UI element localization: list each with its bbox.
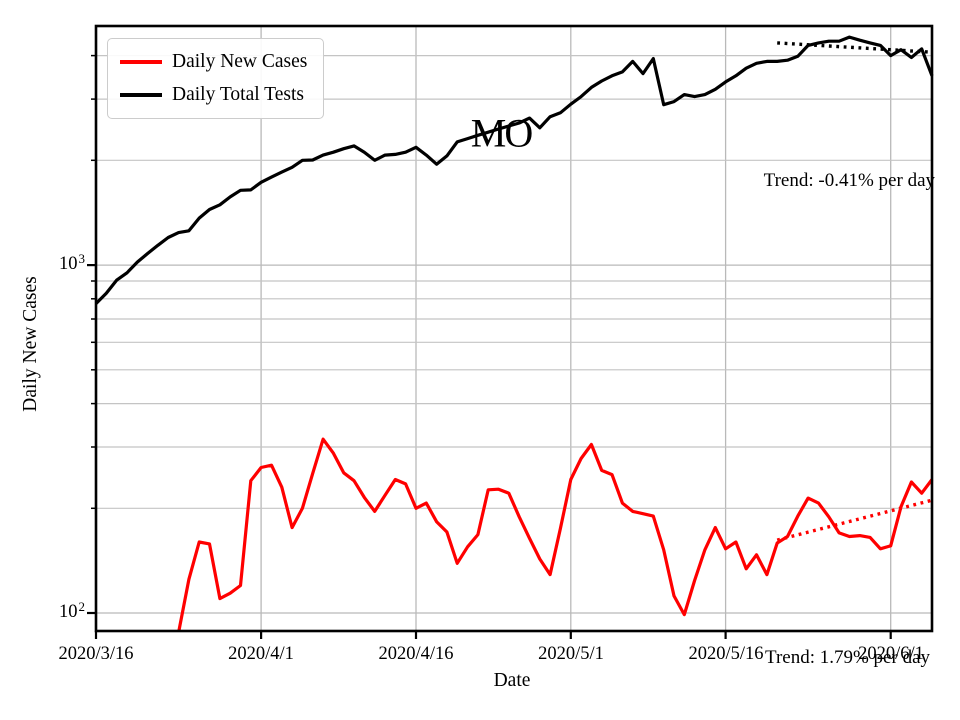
x-tick-label: 2020/4/16 — [378, 644, 454, 664]
x-tick-label: 2020/5/1 — [538, 644, 604, 664]
legend-line-sample-black — [120, 93, 162, 97]
x-tick-label: 2020/5/16 — [688, 644, 764, 664]
y-tick-label-1000: 103 — [59, 251, 85, 275]
trend-line-1 — [776, 498, 933, 542]
legend-label: Daily Total Tests — [172, 84, 304, 105]
trend-annotation-tests: Trend: -0.41% per day — [763, 170, 935, 191]
x-axis-title: Date — [493, 670, 531, 691]
series-line-daily-new-cases — [177, 437, 934, 631]
legend-label: Daily New Cases — [172, 51, 308, 72]
series-line-daily-total-tests — [94, 35, 934, 305]
y-axis-title: Daily New Cases — [20, 276, 41, 412]
x-tick-label: 2020/3/16 — [58, 644, 134, 664]
legend-entry-daily-total-tests: Daily Total Tests — [120, 81, 307, 109]
legend-entry-daily-new-cases: Daily New Cases — [120, 48, 307, 76]
trend-annotation-cases: Trend: 1.79% per day — [765, 647, 930, 668]
legend: Daily New Cases Daily Total Tests — [107, 38, 325, 119]
x-tick-label: 2020/4/1 — [228, 644, 294, 664]
y-tick-label-100: 102 — [59, 599, 85, 623]
x-tick-label: 2020/6/1 — [858, 644, 924, 664]
legend-line-sample-red — [120, 60, 162, 64]
region-annotation: MO — [470, 110, 533, 156]
plot-border — [94, 24, 934, 633]
trend-line-0 — [777, 41, 933, 54]
